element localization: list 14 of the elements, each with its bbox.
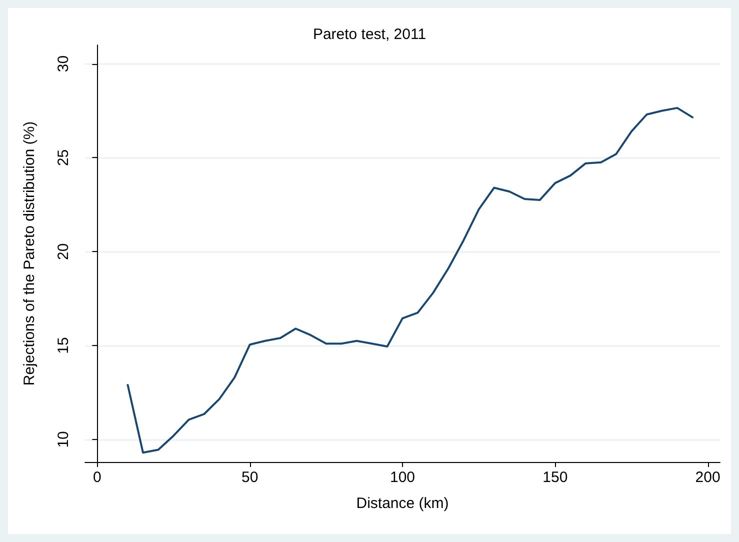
y-tick-label: 15: [55, 337, 72, 354]
x-tick-label: 200: [695, 469, 720, 486]
line-series: [126, 106, 694, 454]
y-tick-label: 25: [55, 149, 72, 166]
x-tick-label: 100: [390, 469, 416, 486]
y-tick-label: 10: [55, 431, 72, 448]
y-axis-title: Rejections of the Pareto distribution (%): [21, 121, 38, 386]
chart-title: Pareto test, 2011: [312, 26, 426, 43]
x-axis-title: Distance (km): [356, 495, 449, 512]
x-tick-label: 0: [93, 469, 102, 486]
x-tick-label: 50: [242, 469, 258, 486]
x-tick-label: 150: [542, 469, 568, 486]
y-tick-label: 30: [55, 55, 72, 72]
y-tick-label: 20: [55, 243, 72, 260]
